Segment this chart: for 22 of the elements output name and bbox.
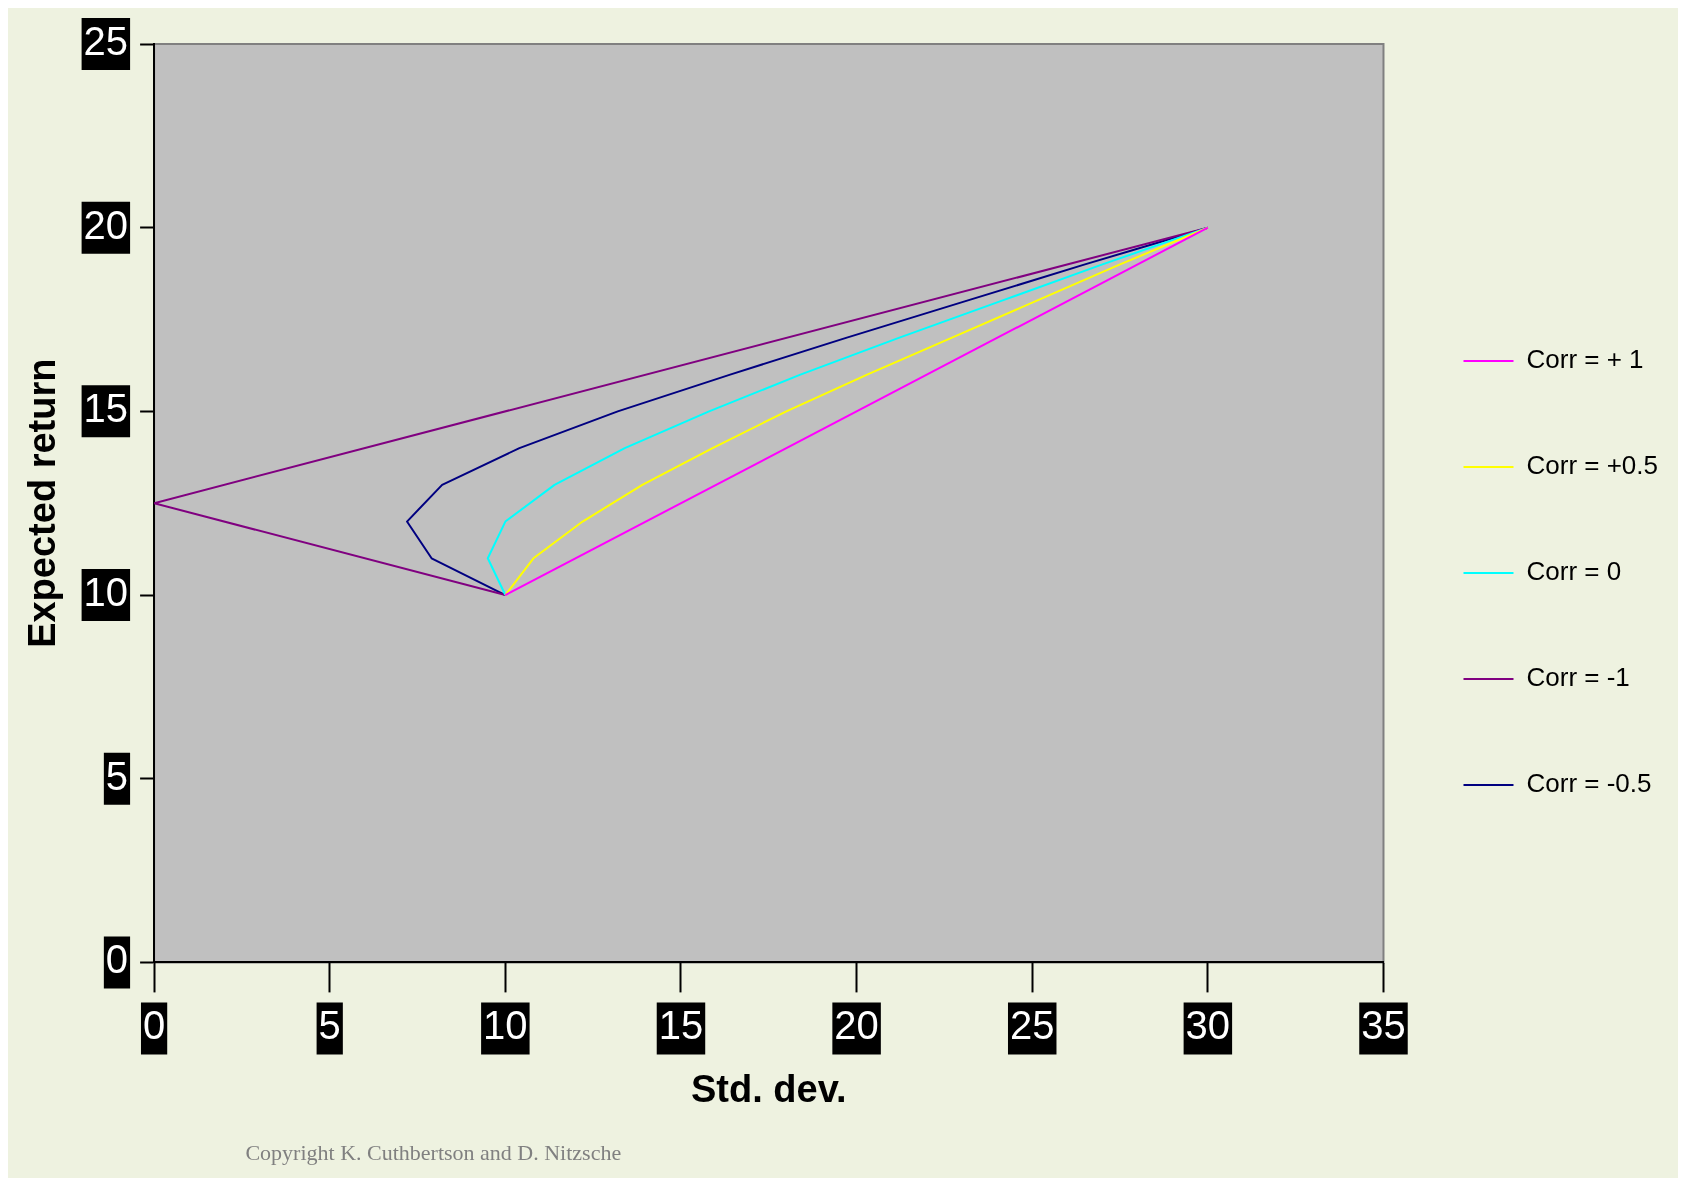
legend-label: Corr = -0.5 xyxy=(1526,768,1652,799)
x-axis-title: Std. dev. xyxy=(691,1067,847,1110)
x-tick-label: 25 xyxy=(1009,1003,1055,1048)
y-tick-label: 10 xyxy=(83,570,129,615)
x-tick-label: 0 xyxy=(142,1003,166,1048)
legend-label: Corr = + 1 xyxy=(1526,344,1644,375)
y-tick-label: 15 xyxy=(83,386,129,431)
legend-label: Corr = 0 xyxy=(1526,556,1622,587)
text: Copyright K. Cuthbertson and D. Nitzsche xyxy=(245,1140,622,1165)
y-tick-label: 20 xyxy=(83,202,129,247)
x-tick-label: 30 xyxy=(1185,1003,1231,1048)
y-tick-label: 5 xyxy=(105,753,129,798)
x-tick-label: 15 xyxy=(658,1003,704,1048)
x-tick-label: 20 xyxy=(834,1003,879,1048)
legend-label: Corr = +0.5 xyxy=(1526,450,1658,481)
x-tick-label: 5 xyxy=(318,1003,341,1048)
legend-label: Corr = -1 xyxy=(1526,662,1630,693)
x-tick-label: 10 xyxy=(483,1003,528,1048)
y-tick-label: 25 xyxy=(83,19,129,64)
x-tick-label: 35 xyxy=(1361,1003,1406,1048)
y-tick-label: 0 xyxy=(105,937,129,982)
y-axis-title: Expected return xyxy=(21,358,64,648)
